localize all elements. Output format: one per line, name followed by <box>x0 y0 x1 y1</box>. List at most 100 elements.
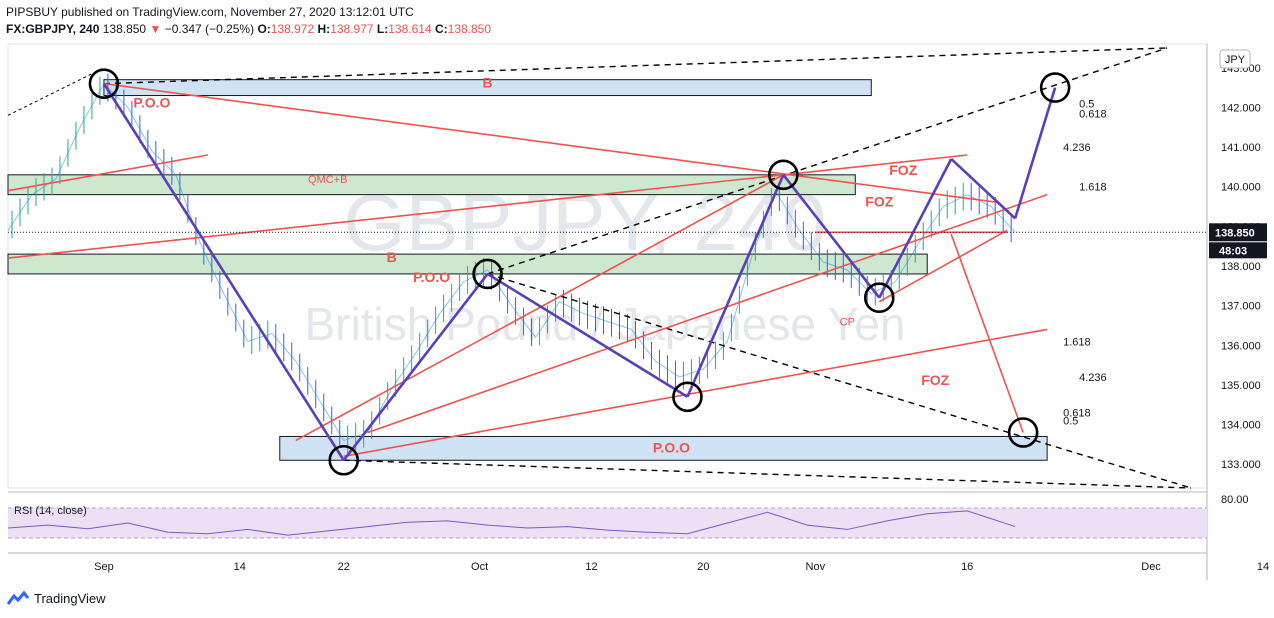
annotation-label: P.O.O <box>413 269 450 285</box>
annotation-label: CP <box>840 316 855 328</box>
footer: TradingView <box>6 590 106 606</box>
fib-label: 4.236 <box>1063 142 1091 154</box>
watermark-name: British Pound / Japanese Yen <box>304 298 905 350</box>
y-tick-label: 141.000 <box>1221 142 1261 154</box>
symbol-label: FX:GBPJPY, 240 <box>6 22 100 36</box>
zone-box <box>103 79 872 97</box>
y-tick-label: 136.000 <box>1221 340 1261 352</box>
pivot-circle <box>88 68 120 99</box>
fib-label: 1.618 <box>1063 336 1091 348</box>
annotation-label: B <box>387 249 397 265</box>
x-tick-label: 22 <box>338 561 350 573</box>
annotation-label: P.O.O <box>653 439 690 455</box>
red-trendline <box>7 174 784 259</box>
high-value: 138.977 <box>330 22 374 36</box>
pivot-circle <box>1039 72 1071 103</box>
dashed-trendline <box>487 273 1192 489</box>
last-price: 138.850 <box>102 22 147 36</box>
countdown-box <box>1209 242 1267 259</box>
y-tick-label: 137.000 <box>1221 301 1261 313</box>
red-trendline <box>950 234 1024 433</box>
pattern-wave <box>486 272 689 398</box>
pivot-circle <box>863 282 895 314</box>
rsi-line <box>7 510 1016 536</box>
x-tick-label: Sep <box>94 561 114 573</box>
dashed-trendline <box>487 47 1168 275</box>
chart-header: PIPSBUY published on TradingView.com, No… <box>6 4 491 38</box>
pivot-circle <box>672 381 703 413</box>
close-value: 138.850 <box>447 22 492 36</box>
ohlc-line: FX:GBPJPY, 240 138.850 ▼ −0.347 (−0.25%)… <box>6 21 491 38</box>
dashed-trendline <box>103 47 1168 85</box>
fib-label: 1.618 <box>1079 182 1107 194</box>
zone-box <box>279 435 1048 461</box>
currency-label: JPY <box>1225 54 1246 66</box>
pattern-wave <box>782 174 881 299</box>
currency-box <box>1219 49 1251 69</box>
x-tick-label: Nov <box>806 561 826 573</box>
low-value: 138.614 <box>388 22 432 36</box>
x-tick-label: Oct <box>471 561 488 573</box>
red-trendline <box>783 154 968 176</box>
pivot-circle <box>328 444 360 476</box>
close-label: C: <box>434 22 448 36</box>
x-tick-label: 14 <box>234 561 246 573</box>
pivot-circle <box>472 258 503 290</box>
price-label-box <box>1209 223 1267 242</box>
red-trendline <box>103 82 1000 204</box>
pattern-wave <box>686 174 785 398</box>
annotation-label: FOZ <box>889 162 917 178</box>
fib-label: 4.236 <box>1079 372 1107 384</box>
x-tick-label: 16 <box>961 561 973 573</box>
annotation-label: FOZ <box>865 194 893 210</box>
fib-label: 0.618 <box>1079 108 1107 120</box>
y-tick-label: 133.000 <box>1221 459 1261 471</box>
pattern-wave <box>1013 87 1057 219</box>
x-tick-label: 12 <box>585 561 597 573</box>
annotation-label: QMC+B <box>308 174 347 186</box>
rsi-level-label: 80.00 <box>1221 494 1249 506</box>
pattern-wave <box>878 158 953 299</box>
y-tick-label: 142.000 <box>1221 102 1261 114</box>
high-label: H: <box>317 22 331 36</box>
annotation-label: P.O.O <box>133 94 170 110</box>
red-trendline <box>295 174 784 442</box>
y-tick-label: 134.000 <box>1221 420 1261 432</box>
x-tick-label: Dec <box>1141 561 1161 573</box>
footer-brand: TradingView <box>34 590 106 606</box>
fib-label: 0.5 <box>1079 98 1094 110</box>
annotation-label: FOZ <box>921 372 949 388</box>
y-tick-label: 138.000 <box>1221 261 1261 273</box>
low-label: L: <box>376 22 389 36</box>
price-line <box>7 82 1016 442</box>
publish-info: PIPSBUY published on TradingView.com, No… <box>6 5 414 19</box>
fib-label: 0.618 <box>1063 408 1091 420</box>
x-tick-label: 20 <box>697 561 709 573</box>
open-value: 138.972 <box>270 22 315 36</box>
red-trendline <box>878 229 1008 303</box>
red-trendline <box>343 328 1048 458</box>
down-arrow-icon: ▼ <box>149 22 162 36</box>
fib-label: 0.5 <box>1063 416 1078 428</box>
pivot-circle <box>768 159 799 191</box>
y-tick-label: 140.000 <box>1221 182 1261 194</box>
countdown-label: 48:03 <box>1219 245 1247 257</box>
change-value: −0.347 (−0.25%) <box>164 22 255 36</box>
open-label: O: <box>257 22 271 36</box>
red-trendline <box>7 154 208 192</box>
pattern-wave <box>950 158 1017 220</box>
rsi-band <box>8 508 1207 538</box>
annotation-label: B <box>483 75 493 91</box>
y-tick-label: 135.000 <box>1221 380 1261 392</box>
pivot-circle <box>1007 417 1039 448</box>
x-tick-label: 14 <box>1257 561 1269 573</box>
tradingview-logo-icon <box>6 590 30 605</box>
pattern-wave <box>102 82 345 461</box>
pattern-wave <box>342 273 489 462</box>
rsi-label: RSI (14, close) <box>14 505 87 517</box>
red-trendline <box>367 193 1048 434</box>
dashed-trendline <box>343 459 1192 489</box>
zone-box <box>7 174 856 196</box>
price-label: 138.850 <box>1215 227 1255 239</box>
